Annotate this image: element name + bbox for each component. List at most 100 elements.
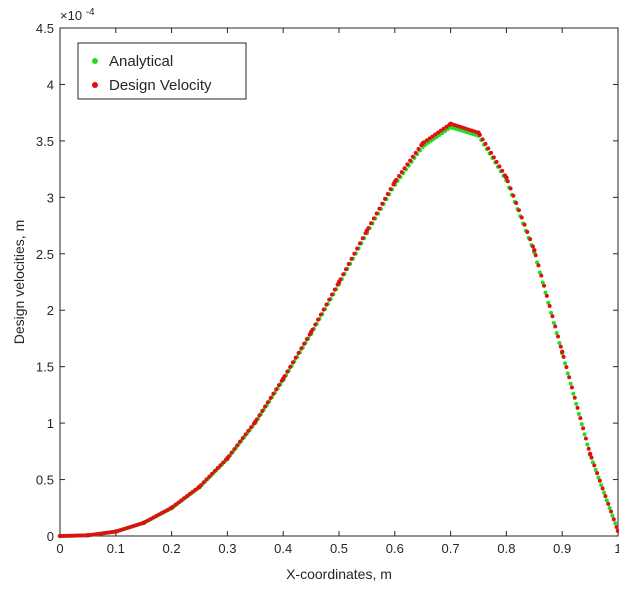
series-marker bbox=[567, 375, 572, 380]
series-marker bbox=[279, 378, 284, 383]
series-marker bbox=[310, 327, 315, 332]
series-marker bbox=[274, 387, 279, 392]
series-marker bbox=[542, 283, 547, 288]
series-marker bbox=[302, 341, 307, 346]
series-marker bbox=[558, 344, 563, 349]
series-marker bbox=[568, 381, 573, 386]
legend-swatch-design-velocity bbox=[92, 82, 98, 88]
series-marker bbox=[316, 317, 321, 322]
series-marker bbox=[179, 498, 184, 503]
y-tick-label: 3.5 bbox=[36, 134, 54, 149]
series-marker bbox=[343, 267, 348, 272]
series-marker bbox=[369, 221, 374, 226]
x-tick-label: 0.8 bbox=[497, 541, 515, 556]
x-tick-label: 0.1 bbox=[107, 541, 125, 556]
series-marker bbox=[196, 485, 201, 490]
x-axis-ticks: 0 0.1 0.2 0.3 0.4 0.5 0.6 0.7 0.8 0.9 1 bbox=[56, 28, 619, 556]
series-marker bbox=[73, 533, 78, 538]
series-marker bbox=[572, 395, 577, 400]
series-marker bbox=[251, 421, 256, 426]
series-marker bbox=[237, 439, 242, 444]
series-marker bbox=[290, 360, 295, 365]
series-marker bbox=[226, 454, 231, 459]
series-marker bbox=[599, 483, 604, 488]
series-marker bbox=[511, 193, 516, 198]
series-marker bbox=[304, 337, 309, 342]
series-marker bbox=[549, 310, 554, 315]
series-marker bbox=[536, 263, 541, 268]
series-marker bbox=[583, 436, 588, 441]
series-marker bbox=[438, 128, 443, 133]
series-marker bbox=[59, 533, 64, 538]
y-axis-ticks: 0 0.5 1 1.5 2 2.5 3 3.5 4 4.5 bbox=[36, 21, 618, 544]
series-marker bbox=[607, 506, 612, 511]
series-marker bbox=[611, 517, 616, 522]
series-marker bbox=[190, 489, 195, 494]
series-marker bbox=[313, 322, 318, 327]
x-tick-label: 0.5 bbox=[330, 541, 348, 556]
series-marker bbox=[193, 487, 198, 492]
series-marker bbox=[282, 374, 287, 379]
series-marker bbox=[497, 164, 502, 169]
series-marker bbox=[293, 355, 298, 360]
x-axis-label: X-coordinates, m bbox=[286, 566, 392, 582]
series-marker bbox=[263, 404, 268, 409]
y-axis-label: Design velocities, m bbox=[11, 220, 27, 345]
series-marker bbox=[198, 483, 203, 488]
series-marker bbox=[528, 237, 533, 242]
series-marker bbox=[332, 287, 337, 292]
series-marker bbox=[576, 412, 581, 417]
series-marker bbox=[285, 369, 290, 374]
series-marker bbox=[207, 474, 212, 479]
series-marker bbox=[366, 226, 371, 231]
series-marker bbox=[589, 455, 594, 460]
series-marker bbox=[388, 187, 393, 192]
series-marker bbox=[215, 466, 220, 471]
x-tick-label: 0 bbox=[56, 541, 63, 556]
series-marker bbox=[410, 154, 415, 159]
series-marker bbox=[352, 251, 357, 256]
series-marker bbox=[477, 132, 482, 137]
series-marker bbox=[569, 385, 574, 390]
series-marker bbox=[519, 215, 524, 220]
series-marker bbox=[76, 533, 81, 538]
series-marker bbox=[436, 130, 441, 135]
series-marker bbox=[257, 413, 262, 418]
series-marker bbox=[396, 173, 401, 178]
series-marker bbox=[578, 416, 583, 421]
series-marker bbox=[338, 277, 343, 282]
series-marker bbox=[307, 332, 312, 337]
legend-label-analytical: Analytical bbox=[109, 53, 173, 70]
series-marker bbox=[173, 502, 178, 507]
series-marker bbox=[561, 354, 566, 359]
series-marker bbox=[424, 138, 429, 143]
series-marker bbox=[533, 253, 538, 258]
series-marker bbox=[405, 162, 410, 167]
series-marker bbox=[335, 282, 340, 287]
series-marker bbox=[550, 314, 555, 319]
series-marker bbox=[218, 463, 223, 468]
data-point bbox=[532, 247, 537, 253]
series-marker bbox=[480, 137, 485, 142]
y-tick-label: 0 bbox=[47, 529, 54, 544]
series-marker bbox=[585, 442, 590, 447]
series-marker bbox=[564, 365, 569, 370]
series-marker bbox=[324, 302, 329, 307]
series-marker bbox=[380, 201, 385, 206]
plot-area: 0 0.1 0.2 0.3 0.4 0.5 0.6 0.7 0.8 0.9 1 0 0.5 1 1.5 2 2… bbox=[36, 21, 619, 556]
series-marker bbox=[327, 297, 332, 302]
y-axis-exponent-power: -4 bbox=[86, 7, 95, 18]
series-marker bbox=[522, 222, 527, 227]
series-marker bbox=[614, 524, 619, 529]
series-marker bbox=[546, 300, 551, 305]
series-marker bbox=[582, 432, 587, 437]
series-marker bbox=[556, 334, 561, 339]
x-tick-label: 0.2 bbox=[163, 541, 181, 556]
y-tick-label: 0.5 bbox=[36, 473, 54, 488]
data-point bbox=[560, 349, 565, 354]
series-marker bbox=[613, 521, 618, 526]
series-marker bbox=[394, 177, 399, 182]
series-marker bbox=[170, 504, 175, 509]
series-marker bbox=[508, 186, 513, 191]
series-marker bbox=[553, 324, 558, 329]
